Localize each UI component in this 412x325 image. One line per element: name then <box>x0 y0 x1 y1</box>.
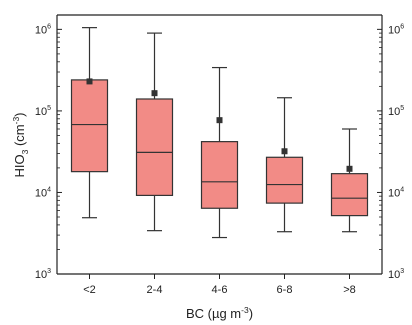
x-tick-label: 2-4 <box>147 284 163 296</box>
y-tick-label-left: 106 <box>35 23 51 36</box>
mean-marker <box>281 148 288 155</box>
x-tick-label: <2 <box>83 284 96 296</box>
iqr-box <box>200 141 239 209</box>
y-axis-title: HIO3 (cm-3) <box>11 112 30 177</box>
mean-marker <box>346 165 353 172</box>
y-tick-label-right: 104 <box>388 186 404 199</box>
iqr-box <box>135 98 174 197</box>
iqr-box <box>330 173 369 217</box>
y-tick-label-right: 106 <box>388 23 404 36</box>
y-tick-label-left: 103 <box>35 268 51 281</box>
boxes <box>70 27 369 239</box>
x-tick-label: >8 <box>343 284 356 296</box>
box-1 <box>70 27 109 219</box>
mean-marker <box>216 117 223 124</box>
iqr-box <box>70 79 109 173</box>
x-tick-label: 6-8 <box>277 284 293 296</box>
y-ticks: 103 103 104 104 105 105 106 106 <box>35 23 404 281</box>
mean-marker <box>86 78 93 85</box>
mean-marker <box>151 90 158 97</box>
x-tick-label: 4-6 <box>212 284 228 296</box>
box-3 <box>200 66 239 239</box>
y-tick-label-right: 105 <box>388 105 404 118</box>
box-2 <box>135 32 174 232</box>
box-5 <box>330 128 369 233</box>
x-ticks: <2 2-4 4-6 6-8 >8 <box>83 274 356 296</box>
y-tick-label-left: 105 <box>35 105 51 118</box>
y-tick-label-left: 104 <box>35 186 51 199</box>
x-axis-title: BC (µg m-3) <box>186 305 253 321</box>
y-tick-label-right: 103 <box>388 268 404 281</box>
box-4 <box>265 97 304 233</box>
iqr-box <box>265 156 304 204</box>
